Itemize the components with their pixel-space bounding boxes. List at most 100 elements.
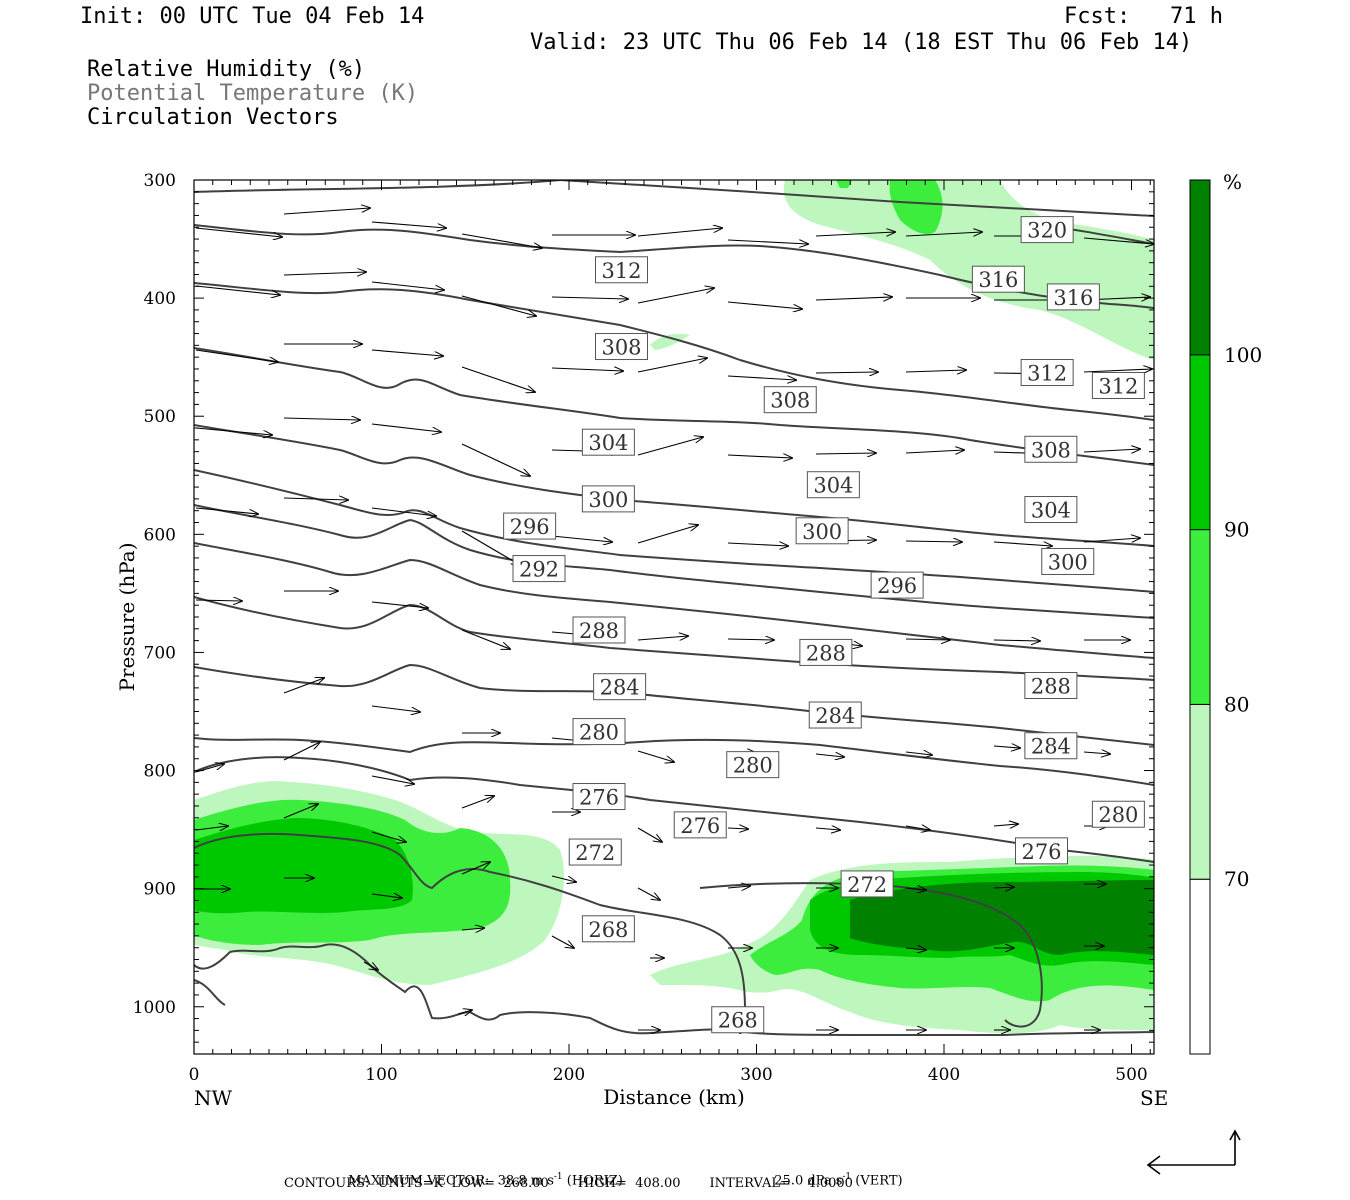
vector xyxy=(371,894,402,898)
theta-contour-296 xyxy=(194,504,1154,619)
contour-label-box xyxy=(711,1006,765,1034)
contour-label-box xyxy=(870,571,924,599)
contour-label-box xyxy=(581,915,635,943)
vector xyxy=(371,507,436,516)
vector xyxy=(283,498,348,500)
contour-label: 288 xyxy=(806,641,846,665)
vector xyxy=(815,372,878,373)
contour-label-box xyxy=(503,512,557,540)
contour-label: 280 xyxy=(1098,803,1138,827)
vector xyxy=(283,272,366,275)
vector xyxy=(195,427,272,435)
contours-info: CONTOURS: UNITS=K LOW= 268.00 HIGH= 408.… xyxy=(284,1176,853,1191)
y-tick-label: 900 xyxy=(144,880,176,900)
contour-label-box xyxy=(795,517,849,545)
contour-label: 308 xyxy=(1031,438,1071,462)
vector xyxy=(461,796,494,809)
vector xyxy=(371,705,420,712)
legend-line-vectors: Circulation Vectors xyxy=(87,105,339,130)
reference-vertical-vector xyxy=(1229,1129,1241,1165)
colorbar-label: 80 xyxy=(1224,692,1249,716)
contour-label-box xyxy=(840,870,894,898)
vector xyxy=(905,541,962,542)
y-tick-label: 500 xyxy=(144,407,176,427)
vector xyxy=(551,875,576,882)
contour-label-box xyxy=(512,555,566,583)
vector xyxy=(815,297,892,300)
contour-label: 300 xyxy=(802,520,842,544)
vector xyxy=(905,232,982,237)
vector xyxy=(457,1010,472,1014)
contour-label-box xyxy=(799,638,853,666)
colorbar-band xyxy=(1189,703,1211,880)
contour-label: 288 xyxy=(579,619,619,643)
vert-vector-line: 25.0 dPa s-1 (VERT) xyxy=(766,1157,902,1188)
contour-label: 276 xyxy=(1021,840,1061,864)
contour-label: 304 xyxy=(1031,499,1071,523)
vector xyxy=(371,221,446,228)
vector xyxy=(461,862,490,875)
vector xyxy=(637,358,707,373)
theta-contour-268-b xyxy=(194,979,226,1006)
exponent-2: -1 xyxy=(842,1172,852,1182)
contour-label-box xyxy=(1024,732,1078,760)
vector xyxy=(363,961,378,970)
valid-time: Valid: 23 UTC Thu 06 Feb 14 (18 EST Thu … xyxy=(530,30,1193,55)
contour-label-box xyxy=(808,701,862,729)
vector xyxy=(993,640,1040,641)
contour-label-box xyxy=(1024,496,1078,524)
theta-contour-272-right xyxy=(699,882,1043,1028)
colorbar-band xyxy=(1189,179,1211,356)
contour-label-box xyxy=(581,485,635,513)
contour-label-box xyxy=(806,471,860,499)
vector xyxy=(371,281,444,290)
colorbar: 100 90 80 70 xyxy=(1189,179,1262,1055)
vector xyxy=(1083,752,1110,754)
contour-label: 288 xyxy=(1031,675,1071,699)
vector xyxy=(461,366,535,392)
contour-label: 268 xyxy=(588,918,628,942)
contour-label-box xyxy=(726,751,780,779)
rh-90-region-left xyxy=(194,818,413,914)
vector xyxy=(461,295,536,316)
exponent-1: -1 xyxy=(553,1172,563,1182)
contour-label-box xyxy=(568,838,622,866)
rh-100-region-right xyxy=(850,880,1154,955)
vector xyxy=(371,349,443,356)
max-vector-line: MAXIMUM VECTOR: 38.8 m s-1 (HORIZ) xyxy=(340,1157,623,1188)
axis-ticks xyxy=(193,179,1154,1055)
vector xyxy=(551,935,574,948)
vector xyxy=(637,437,703,456)
vector xyxy=(905,752,932,755)
contour-label-box xyxy=(763,386,817,414)
colorbar-unit-label: % xyxy=(1223,170,1242,194)
vector xyxy=(905,826,930,830)
x-tick-label: 100 xyxy=(365,1065,397,1085)
contour-label-box xyxy=(673,811,727,839)
contour-label-box xyxy=(1024,672,1078,700)
x-end-label-se: SE xyxy=(1140,1086,1168,1110)
circulation-vectors xyxy=(195,208,1154,1030)
contour-label-box xyxy=(572,718,626,746)
forecast-hour: Fcst: 71 h xyxy=(1064,4,1223,29)
rh-shading xyxy=(194,180,1154,1034)
contour-label-box xyxy=(1020,216,1074,244)
y-tick-label: 1000 xyxy=(133,998,176,1018)
x-tick-label: 400 xyxy=(928,1065,960,1085)
contour-label: 300 xyxy=(588,488,628,512)
colorbar-band xyxy=(1189,529,1211,705)
vector xyxy=(637,288,714,304)
vector xyxy=(461,233,542,248)
horiz-label: (HORIZ) xyxy=(562,1173,623,1189)
vector xyxy=(727,239,808,244)
vector xyxy=(461,530,520,565)
vector xyxy=(815,232,895,237)
colorbar-band xyxy=(1189,878,1211,1055)
contour-label: 316 xyxy=(978,268,1018,292)
vector xyxy=(283,804,318,819)
axis-tick-labels: 0 100 200 300 400 500 300 400 500 600 700 800 900 100… xyxy=(133,171,1148,1085)
vector xyxy=(551,368,623,371)
vector xyxy=(637,887,660,900)
contour-label: 276 xyxy=(579,786,619,810)
colorbar-label: 100 xyxy=(1224,343,1262,367)
